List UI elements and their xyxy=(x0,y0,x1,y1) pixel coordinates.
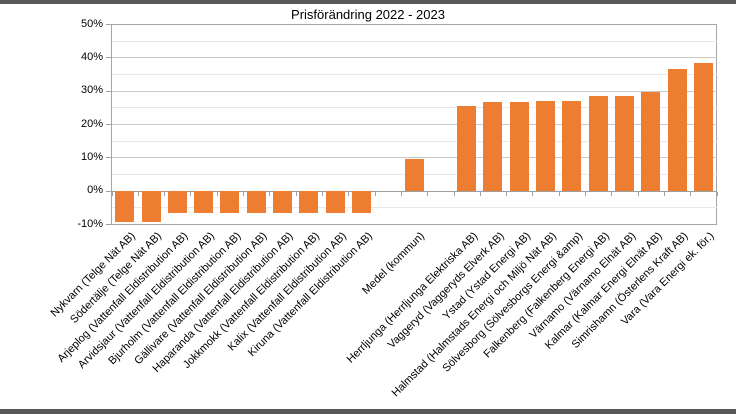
bar xyxy=(588,96,608,191)
x-axis-tick xyxy=(663,191,665,196)
bar xyxy=(325,190,345,213)
y-axis-tick xyxy=(106,24,111,25)
y-axis-label: 40% xyxy=(80,50,103,63)
minor-gridline xyxy=(111,207,717,209)
x-axis-tick xyxy=(216,191,218,196)
x-axis-tick xyxy=(190,191,192,196)
bar xyxy=(299,190,319,213)
x-axis-tick xyxy=(321,191,323,196)
minor-gridline xyxy=(111,40,717,42)
x-axis-tick xyxy=(532,191,534,196)
x-axis-tick xyxy=(164,191,166,196)
major-gridline xyxy=(111,157,717,159)
top-border-band xyxy=(0,0,736,4)
y-axis-tick xyxy=(106,190,111,192)
x-axis-tick xyxy=(137,191,139,196)
y-axis-tick xyxy=(106,124,111,125)
x-axis-tick xyxy=(374,191,376,196)
x-axis-tick xyxy=(295,191,297,196)
y-axis-tick xyxy=(106,90,111,92)
x-axis-tick xyxy=(506,191,508,196)
x-axis-tick xyxy=(348,191,350,196)
x-axis-tick xyxy=(611,191,613,196)
y-axis-label: 0% xyxy=(87,184,103,197)
bar xyxy=(614,96,634,191)
y-axis-label: 20% xyxy=(80,117,103,130)
bar xyxy=(167,190,187,213)
minor-gridline xyxy=(111,107,717,109)
y-axis-label: 10% xyxy=(80,150,103,163)
bar xyxy=(457,106,477,191)
y-axis-label: 30% xyxy=(80,84,103,97)
y-axis-label: 50% xyxy=(80,17,103,30)
x-axis-tick xyxy=(111,191,113,196)
bar xyxy=(273,190,292,213)
bar xyxy=(667,68,687,191)
minor-gridline xyxy=(111,74,717,75)
major-gridline xyxy=(111,57,717,59)
bar xyxy=(220,190,240,213)
minor-gridline xyxy=(111,140,717,142)
bar xyxy=(246,190,266,213)
x-axis-tick xyxy=(558,191,560,196)
bar xyxy=(509,101,529,191)
major-gridline xyxy=(111,124,717,125)
x-axis-tick xyxy=(637,191,639,196)
bar xyxy=(693,63,713,191)
bar xyxy=(536,100,555,191)
x-axis-tick xyxy=(427,191,429,196)
bottom-border-band xyxy=(0,409,736,414)
x-axis-tick xyxy=(716,191,718,196)
y-axis-tick xyxy=(106,157,111,159)
major-gridline xyxy=(111,90,717,92)
category-axis-line xyxy=(111,190,717,192)
bar xyxy=(141,190,161,222)
bar xyxy=(351,190,371,213)
y-axis-tick xyxy=(106,224,111,225)
x-axis-tick xyxy=(400,191,402,196)
x-axis-tick xyxy=(585,191,586,196)
bar xyxy=(194,190,214,213)
bar xyxy=(483,102,503,191)
chart-title: Prisförändring 2022 - 2023 xyxy=(291,7,445,22)
y-axis-tick xyxy=(106,57,111,59)
x-axis-tick xyxy=(690,191,692,196)
x-axis-tick xyxy=(243,191,244,196)
bar xyxy=(641,91,661,191)
bar xyxy=(562,100,582,191)
x-axis-tick xyxy=(479,191,481,196)
bar xyxy=(404,159,424,191)
x-axis-tick xyxy=(269,191,271,196)
bar xyxy=(115,190,135,222)
y-axis-label: -10% xyxy=(77,217,103,230)
x-axis-tick xyxy=(453,191,455,196)
